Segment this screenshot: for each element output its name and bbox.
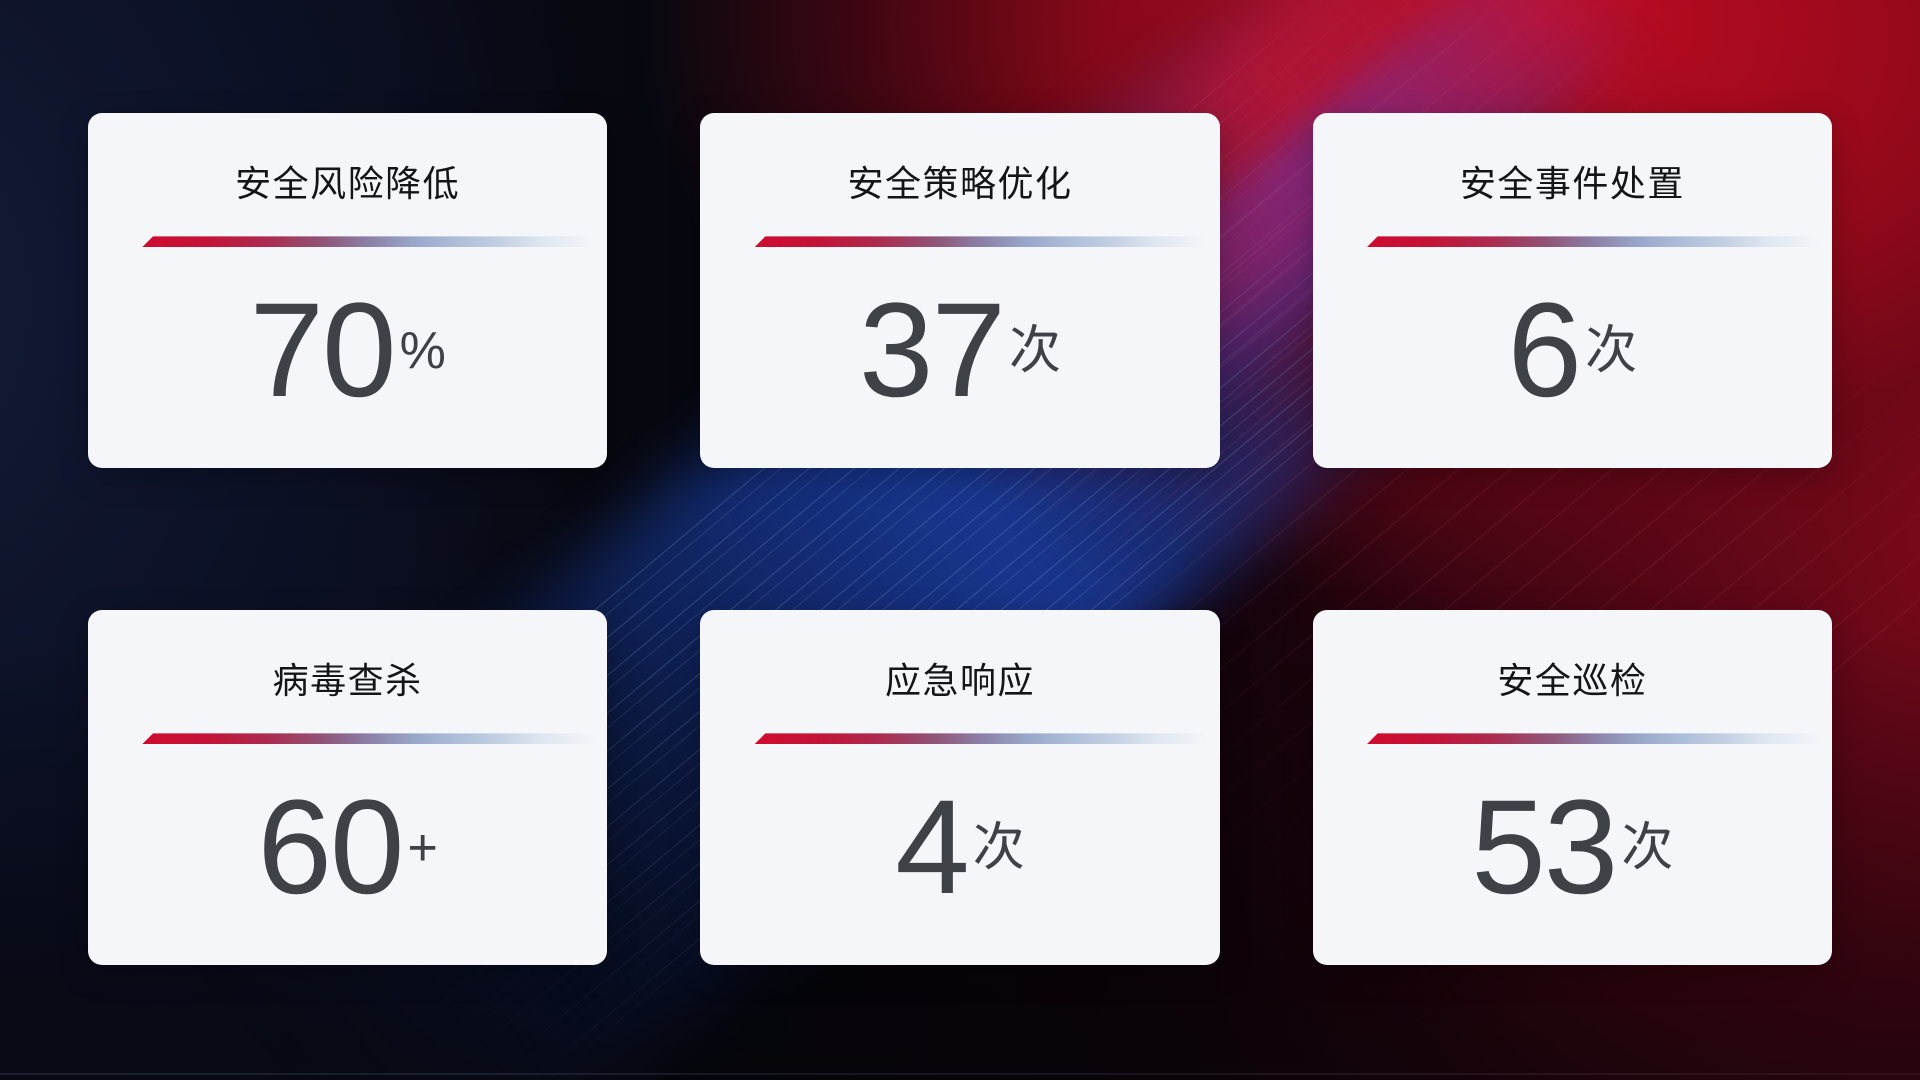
- value-number: 6: [1507, 275, 1583, 425]
- stat-card-virus-scan: 病毒查杀 60 +: [88, 610, 608, 965]
- value-number: 4: [895, 772, 970, 922]
- card-title: 安全风险降低: [235, 163, 461, 204]
- value-unit: 次: [1585, 321, 1638, 380]
- value-unit: 次: [972, 818, 1025, 877]
- card-value: 6 次: [1313, 247, 1832, 468]
- card-divider: [1366, 236, 1820, 248]
- stat-card-policy-optimization: 安全策略优化 37 次: [700, 113, 1220, 468]
- card-value: 37 次: [700, 247, 1219, 468]
- card-divider: [754, 236, 1208, 248]
- bottom-edge-hairline: [0, 1073, 1920, 1075]
- card-value: 4 次: [700, 744, 1219, 965]
- stat-card-security-inspection: 安全巡检 53 次: [1312, 610, 1832, 965]
- stat-card-emergency-response: 应急响应 4 次: [700, 610, 1220, 965]
- card-title: 安全策略优化: [847, 163, 1073, 204]
- value-number: 53: [1471, 772, 1618, 922]
- card-title: 应急响应: [884, 660, 1035, 701]
- value-unit: 次: [1009, 321, 1062, 380]
- value-unit: %: [399, 321, 446, 380]
- value-number: 70: [249, 275, 397, 425]
- card-value: 70 %: [88, 247, 607, 468]
- card-divider: [142, 733, 596, 745]
- card-title: 安全巡检: [1497, 660, 1648, 701]
- stat-card-incident-handling: 安全事件处置 6 次: [1312, 113, 1832, 468]
- value-number: 37: [858, 275, 1006, 425]
- card-title: 安全事件处置: [1459, 163, 1685, 204]
- card-title: 病毒查杀: [272, 660, 423, 701]
- card-value: 53 次: [1313, 744, 1832, 965]
- value-unit: 次: [1621, 818, 1674, 877]
- card-divider: [1366, 733, 1820, 745]
- stat-card-risk-reduction: 安全风险降低 70 %: [88, 113, 608, 468]
- card-divider: [754, 733, 1208, 745]
- card-divider: [142, 236, 596, 248]
- card-value: 60 +: [88, 744, 607, 965]
- value-unit: +: [407, 818, 438, 877]
- value-number: 60: [257, 772, 404, 922]
